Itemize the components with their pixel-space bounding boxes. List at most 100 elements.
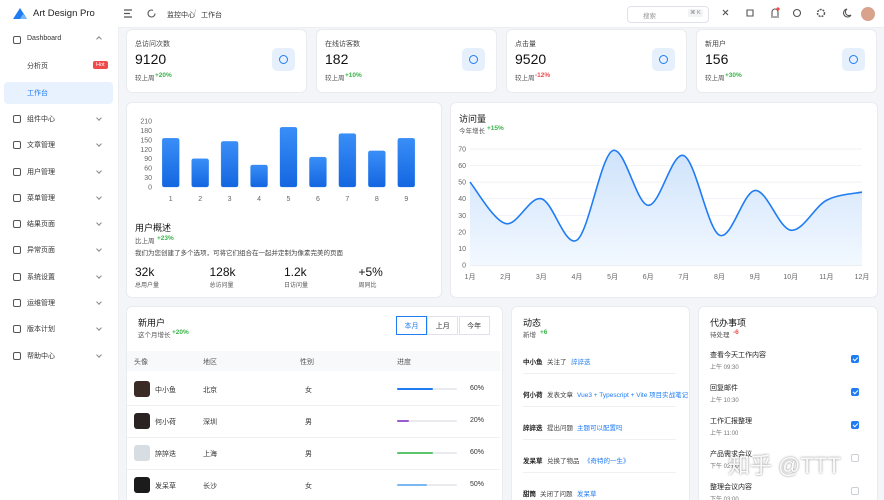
avatar bbox=[134, 413, 150, 429]
menu-item[interactable]: Dashboard bbox=[27, 35, 62, 42]
region: 上海 bbox=[203, 451, 217, 458]
menu-icon bbox=[13, 351, 21, 360]
metric-label: 总访问量 bbox=[209, 283, 234, 289]
menu-item[interactable]: 结果页面 bbox=[27, 221, 55, 229]
card-title: 动态 bbox=[523, 318, 542, 328]
card-title: 新用户 bbox=[138, 318, 166, 328]
x-tick-label: 5月 bbox=[607, 273, 618, 281]
logo-text: Art Design Pro bbox=[33, 8, 95, 19]
checkbox[interactable] bbox=[851, 388, 859, 396]
menu-item[interactable]: 工作台 bbox=[27, 89, 48, 97]
menu-item[interactable]: 版本计划 bbox=[27, 326, 55, 334]
x-tick-label: 7月 bbox=[678, 273, 689, 281]
checkbox[interactable] bbox=[851, 487, 859, 495]
stat-label: 点击量 bbox=[515, 41, 536, 48]
y-tick-label: 60 bbox=[458, 163, 466, 170]
menu-badge: Hot bbox=[93, 61, 108, 70]
stat-value: 9520 bbox=[515, 51, 547, 67]
line-change: +15% bbox=[487, 125, 504, 132]
menu-item[interactable]: 分析页 bbox=[27, 63, 48, 71]
y-tick-label: 20 bbox=[458, 229, 466, 236]
column-header: 地区 bbox=[203, 359, 217, 366]
y-tick-label: 0 bbox=[462, 263, 466, 270]
line-area bbox=[470, 150, 862, 265]
x-tick-label: 8 bbox=[375, 196, 379, 203]
activity-target[interactable]: Vue3 + Typescript + Vite 项目实战笔记 bbox=[577, 392, 689, 399]
bar bbox=[162, 138, 180, 188]
watermark: 知乎 @TTT bbox=[728, 453, 841, 478]
card-title: 代办事项 bbox=[710, 318, 747, 328]
stat-compare: 较上周 bbox=[135, 75, 155, 82]
activity-target[interactable]: 誶誶迭 bbox=[571, 359, 591, 366]
progress-label: 20% bbox=[470, 417, 485, 424]
bar bbox=[220, 141, 239, 188]
search-shortcut: ⌘ K bbox=[688, 9, 703, 17]
card-change: -6 bbox=[733, 329, 739, 336]
bar bbox=[279, 127, 298, 188]
bar bbox=[397, 138, 415, 188]
menu-item[interactable]: 运维管理 bbox=[27, 300, 55, 307]
divider bbox=[523, 439, 676, 440]
menu-item[interactable]: 帮助中心 bbox=[27, 352, 55, 360]
checkbox[interactable] bbox=[851, 355, 859, 363]
y-tick-label: 180 bbox=[140, 128, 152, 135]
activity-target[interactable]: 发呆草 bbox=[577, 491, 597, 498]
menu-item[interactable]: 菜单管理 bbox=[27, 194, 55, 202]
menu-item[interactable]: 文章管理 bbox=[27, 142, 55, 150]
menu-item[interactable]: 用户管理 bbox=[27, 168, 55, 176]
checkbox[interactable] bbox=[851, 454, 859, 462]
card-subtitle: 这个月增长 bbox=[138, 332, 171, 339]
checkbox[interactable] bbox=[851, 421, 859, 429]
overview-compare: 比上周 bbox=[135, 238, 155, 245]
stat-label: 新用户 bbox=[705, 41, 726, 48]
divider bbox=[523, 373, 676, 374]
todo-task: 产品需求会议 bbox=[710, 451, 752, 458]
progress-bar bbox=[397, 420, 409, 422]
stat-label: 总访问次数 bbox=[135, 41, 170, 48]
tab[interactable]: 上月 bbox=[427, 316, 459, 335]
menu-item[interactable]: 异常页面 bbox=[27, 247, 55, 255]
activity-action: 发表文章 bbox=[547, 392, 573, 399]
x-tick-label: 1 bbox=[169, 196, 173, 203]
todo-time: 下午 02:00 bbox=[710, 464, 739, 470]
metric-label: 总用户量 bbox=[135, 283, 160, 289]
y-tick-label: 0 bbox=[148, 185, 152, 192]
menu-active-bg bbox=[4, 81, 113, 104]
progress-bar bbox=[397, 484, 427, 486]
tab[interactable]: 本月 bbox=[396, 316, 427, 335]
metric-label: 周同比 bbox=[358, 283, 377, 289]
x-tick-label: 6月 bbox=[643, 273, 654, 281]
user-name: 何小荷 bbox=[155, 419, 176, 426]
card-subtitle: 待处理 bbox=[710, 332, 730, 339]
stat-compare: 较上周 bbox=[325, 75, 345, 82]
check bbox=[852, 421, 858, 427]
breadcrumb: 监控中心 bbox=[167, 12, 195, 19]
tab[interactable]: 今年 bbox=[458, 316, 490, 335]
activity-user: 何小荷 bbox=[523, 392, 543, 399]
header-icons[interactable] bbox=[720, 7, 880, 21]
user-name: 中小鱼 bbox=[155, 387, 176, 394]
menu-icon bbox=[13, 272, 21, 281]
stat-change: +20% bbox=[155, 72, 172, 79]
column-header: 进度 bbox=[397, 359, 411, 366]
activity-user: 誶誶迭 bbox=[523, 425, 543, 432]
card-change: +20% bbox=[172, 329, 189, 336]
y-tick-label: 40 bbox=[458, 196, 466, 203]
menu-toggle[interactable] bbox=[123, 9, 133, 18]
menu-item[interactable]: 系统设置 bbox=[27, 273, 55, 281]
menu-item[interactable]: 组件中心 bbox=[27, 115, 55, 123]
overview-description: 我们为您创建了多个选项，可将它们组合在一起并定制为像素完美的页面 bbox=[135, 250, 343, 257]
region: 深圳 bbox=[203, 419, 217, 426]
card-subtitle: 新增 bbox=[523, 332, 536, 339]
progress-label: 50% bbox=[470, 481, 485, 488]
activity-target[interactable]: 主题可以配置吗 bbox=[577, 425, 623, 432]
activity-target[interactable]: 《奇特的一生》 bbox=[584, 458, 630, 465]
refresh-icon[interactable] bbox=[147, 9, 156, 18]
x-tick-label: 6 bbox=[316, 196, 320, 203]
avatar bbox=[134, 445, 150, 461]
x-tick-label: 3 bbox=[228, 196, 232, 203]
x-tick-label: 4月 bbox=[571, 273, 582, 281]
todo-task: 工作汇报整理 bbox=[710, 418, 752, 425]
